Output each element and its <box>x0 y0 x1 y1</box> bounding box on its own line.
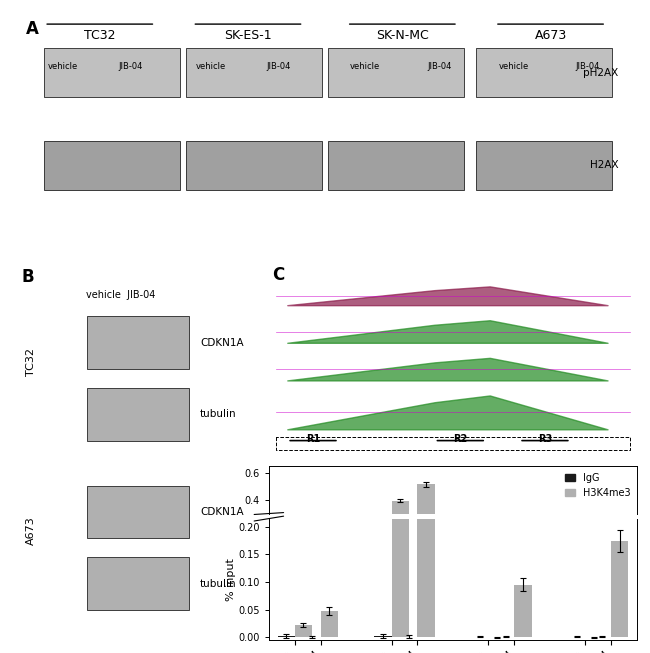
Text: R1: R1 <box>306 434 320 444</box>
Bar <box>611 541 629 637</box>
Text: R2: R2 <box>453 434 467 444</box>
Text: TC32: TC32 <box>84 29 116 42</box>
Bar <box>611 530 629 554</box>
Bar <box>391 501 409 554</box>
Bar <box>417 351 435 637</box>
Y-axis label: % input: % input <box>226 558 235 601</box>
Text: SK-ES-1: SK-ES-1 <box>224 29 272 42</box>
Text: B: B <box>21 268 34 285</box>
Bar <box>328 48 464 97</box>
Text: H2AX: H2AX <box>590 161 619 170</box>
Bar <box>278 636 294 637</box>
Bar <box>294 625 312 637</box>
Bar <box>187 48 322 97</box>
Text: TC32: TC32 <box>26 347 36 375</box>
Bar <box>87 388 188 441</box>
Bar <box>476 48 612 97</box>
Text: tubulin: tubulin <box>200 409 237 419</box>
Bar <box>320 611 338 637</box>
Text: R3: R3 <box>538 434 552 444</box>
Text: tubulin: tubulin <box>200 579 237 588</box>
Bar <box>44 141 180 190</box>
Text: CDKN1A: CDKN1A <box>200 338 244 348</box>
Text: JIB-04: JIB-04 <box>575 61 600 71</box>
Text: vehicle  JIB-04: vehicle JIB-04 <box>86 290 156 300</box>
Text: vehicle: vehicle <box>499 61 528 71</box>
Text: pH2AX: pH2AX <box>583 68 619 78</box>
Text: vehicle: vehicle <box>47 61 78 71</box>
Bar <box>187 141 322 190</box>
Bar <box>320 548 338 554</box>
Text: A673: A673 <box>534 29 567 42</box>
Text: vehicle: vehicle <box>196 61 226 71</box>
Text: SK-N-MC: SK-N-MC <box>376 29 429 42</box>
Bar <box>374 636 391 637</box>
Text: JIB-04: JIB-04 <box>427 61 452 71</box>
Bar <box>87 557 188 610</box>
Text: JIB-04: JIB-04 <box>266 61 291 71</box>
Text: JIB-04: JIB-04 <box>118 61 143 71</box>
Bar <box>87 317 188 369</box>
Text: vehicle: vehicle <box>350 61 380 71</box>
Text: A673: A673 <box>26 517 36 545</box>
Bar <box>328 141 464 190</box>
Bar <box>417 484 435 554</box>
Bar <box>514 585 532 637</box>
Bar <box>514 541 532 554</box>
Bar <box>294 551 312 554</box>
Legend: IgG, H3K4me3: IgG, H3K4me3 <box>563 471 632 500</box>
Bar <box>476 141 612 190</box>
Text: CDKN1A: CDKN1A <box>200 507 244 517</box>
Bar <box>87 486 188 538</box>
Bar <box>44 48 180 97</box>
Text: C: C <box>272 266 285 283</box>
Bar <box>391 419 409 637</box>
Text: A: A <box>26 20 38 38</box>
